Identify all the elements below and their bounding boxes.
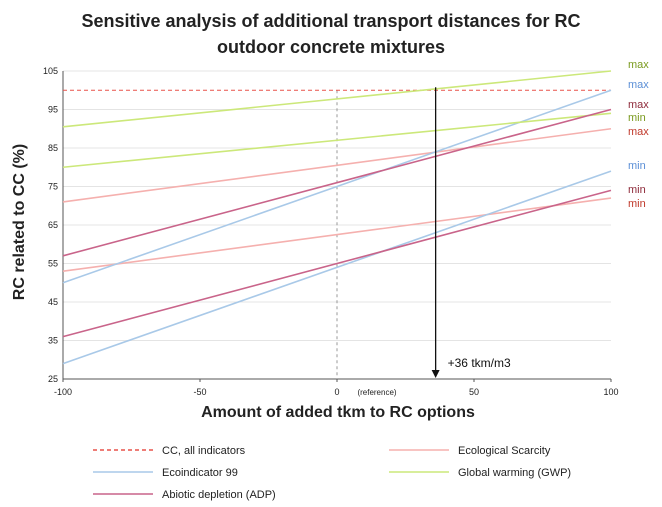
series-eco-max-line — [62, 127, 612, 203]
end-label-gwp-min: min — [628, 112, 646, 124]
series-adp-max-line — [62, 108, 612, 257]
y-tick-label-5: 55 — [48, 259, 58, 269]
plot-area: 105 95 85 75 65 55 45 35 25 -100 -50 0 50 100 (referen… — [43, 59, 649, 397]
annotation-arrow-head — [431, 370, 440, 378]
y-axis-label: RC related to CC (%) — [11, 144, 28, 300]
end-label-eco-max: max — [628, 126, 649, 138]
x-axis-label: Amount of added tkm to RC options — [201, 404, 475, 421]
end-label-adp-max: max — [628, 99, 649, 111]
series-gwp-min-line — [62, 112, 612, 169]
x-tick-label-0: -100 — [54, 387, 72, 397]
y-tick-label-3: 75 — [48, 182, 58, 192]
end-label-adp-min: min — [628, 184, 646, 196]
end-label-ei99-min: min — [628, 160, 646, 172]
legend: CC, all indicators Ecological Scarcity Eco… — [93, 445, 571, 501]
reference-note: (reference) — [357, 388, 396, 397]
annotation-label: +36 tkm/m3 — [448, 356, 511, 370]
legend-label-gwp: Global warming (GWP) — [458, 467, 571, 479]
end-label-ei99-max: max — [628, 79, 649, 91]
x-tick-label-4: 100 — [603, 387, 618, 397]
series-gwp-max-line — [62, 70, 612, 128]
x-tick-label-2: 0 — [334, 387, 339, 397]
legend-label-adp: Abiotic depletion (ADP) — [162, 489, 276, 501]
legend-label-ei99: Ecoindicator 99 — [162, 467, 238, 479]
y-tick-label-8: 25 — [48, 374, 58, 384]
series-eco-min-line — [62, 197, 612, 272]
end-label-eco-min: min — [628, 198, 646, 210]
chart-title-line-1: Sensitive analysis of additional transpo… — [81, 11, 580, 31]
x-tick-label-1: -50 — [193, 387, 206, 397]
series-ei99-min-line — [62, 170, 612, 365]
legend-label-cc: CC, all indicators — [162, 445, 246, 457]
y-tick-label-2: 85 — [48, 143, 58, 153]
series-adp-min-line — [62, 189, 612, 338]
y-tick-label-4: 65 — [48, 220, 58, 230]
y-tick-label-6: 45 — [48, 297, 58, 307]
chart-title-line-2: outdoor concrete mixtures — [217, 37, 445, 57]
x-tick-label-3: 50 — [469, 387, 479, 397]
y-tick-label-7: 35 — [48, 336, 58, 346]
legend-label-eco: Ecological Scarcity — [458, 445, 551, 457]
y-tick-label-0: 105 — [43, 66, 58, 76]
end-label-gwp-max: max — [628, 59, 649, 71]
y-tick-label-1: 95 — [48, 105, 58, 115]
